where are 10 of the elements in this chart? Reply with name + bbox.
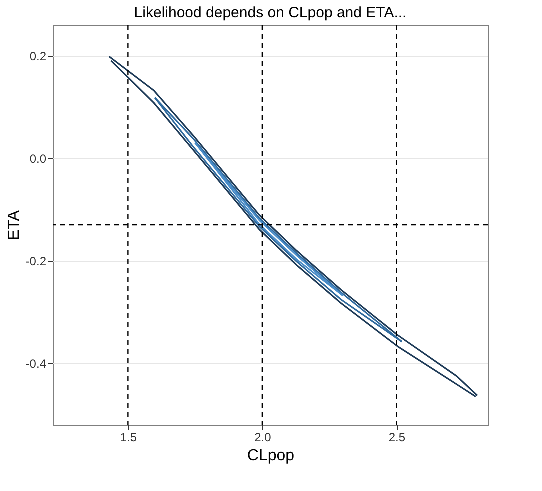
y-tick-label: -0.4: [26, 356, 47, 371]
y-axis-title: ETA: [6, 210, 23, 240]
y-tick-label: -0.2: [26, 254, 47, 268]
x-axis-title: CLpop: [247, 448, 295, 464]
y-tick-label: 0.0: [30, 152, 47, 166]
chart-title: Likelihood depends on CLpop and ETA...: [134, 4, 407, 22]
y-tick-label: 0.2: [30, 49, 47, 64]
x-tick-label: 2.0: [254, 430, 272, 444]
x-tick-label: 1.5: [120, 430, 138, 444]
x-tick-label: 2.5: [388, 430, 406, 444]
